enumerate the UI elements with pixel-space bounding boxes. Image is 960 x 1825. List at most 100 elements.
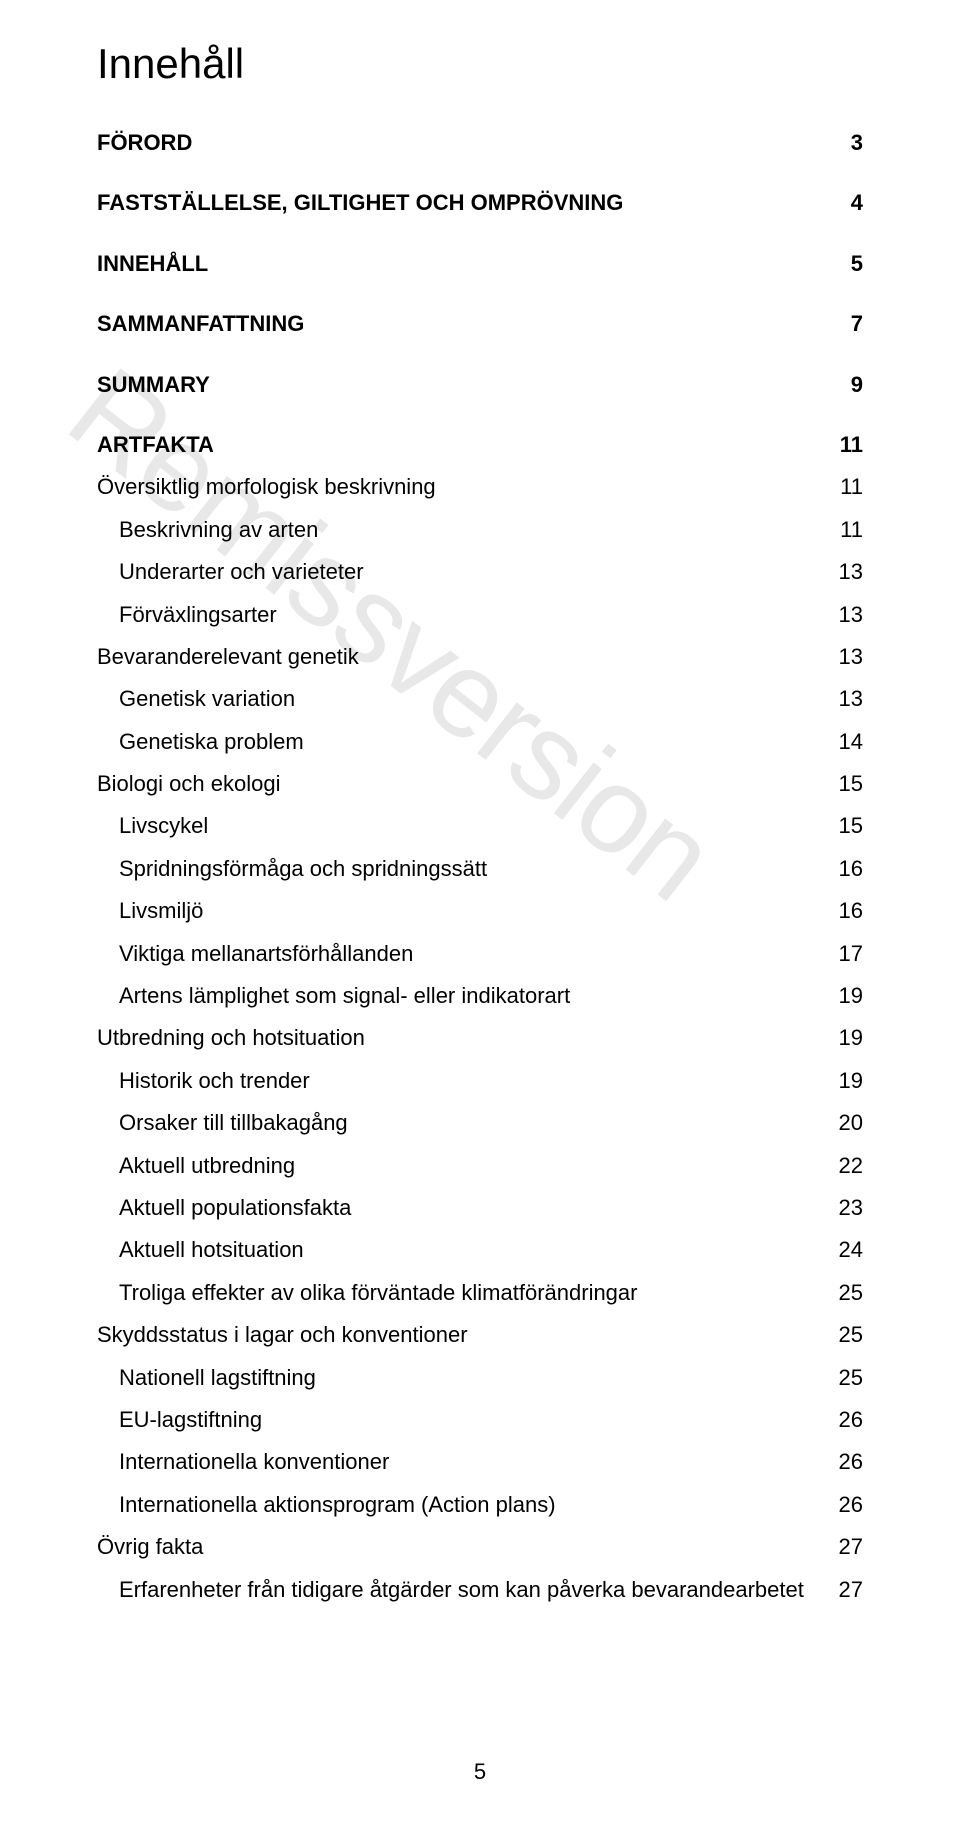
toc-row[interactable]: Troliga effekter av olika förväntade kli… (97, 1280, 863, 1306)
toc-entry-page: 23 (839, 1195, 863, 1221)
toc-row[interactable]: Utbredning och hotsituation 19 (97, 1025, 863, 1051)
toc-row[interactable]: Spridningsförmåga och spridningssätt 16 (97, 856, 863, 882)
content-area: Innehåll FÖRORD3 FASTSTÄLLELSE, GILTIGHET… (97, 40, 863, 1603)
toc-entry-label: Erfarenheter från tidigare åtgärder som … (97, 1577, 804, 1603)
toc-row[interactable]: Beskrivning av arten 11 (97, 517, 863, 543)
toc-entry-page: 13 (839, 602, 863, 628)
toc-entry-page: 13 (839, 559, 863, 585)
toc-entry-page: 27 (839, 1577, 863, 1603)
toc-row[interactable]: Orsaker till tillbakagång 20 (97, 1110, 863, 1136)
toc-entry-page: 26 (839, 1407, 863, 1433)
toc-entry-label: Spridningsförmåga och spridningssätt (97, 856, 487, 882)
toc-entry-label: Viktiga mellanartsförhållanden (97, 941, 413, 967)
toc-entry-page: 5 (851, 251, 863, 277)
toc-entry-label: Artens lämplighet som signal- eller indi… (97, 983, 570, 1009)
toc-entry-label: Aktuell populationsfakta (97, 1195, 351, 1221)
toc-row[interactable]: Biologi och ekologi 15 (97, 771, 863, 797)
toc-entry-label: SUMMARY (97, 372, 210, 398)
toc-entry-page: 14 (839, 729, 863, 755)
toc-entry-page: 26 (839, 1492, 863, 1518)
toc-entry-label: FASTSTÄLLELSE, GILTIGHET OCH OMPRÖVNING (97, 190, 623, 216)
toc-entry-page: 25 (839, 1365, 863, 1391)
table-of-contents: FÖRORD3 FASTSTÄLLELSE, GILTIGHET OCH OMPR… (97, 130, 863, 1603)
toc-row[interactable]: Genetiska problem 14 (97, 729, 863, 755)
toc-entry-page: 16 (839, 898, 863, 924)
toc-entry-label: Biologi och ekologi (97, 771, 280, 797)
toc-row[interactable]: Artens lämplighet som signal- eller indi… (97, 983, 863, 1009)
toc-row[interactable]: Livscykel15 (97, 813, 863, 839)
toc-row[interactable]: INNEHÅLL 5 (97, 251, 863, 277)
toc-row[interactable]: EU-lagstiftning 26 (97, 1407, 863, 1433)
toc-row[interactable]: Internationella konventioner 26 (97, 1449, 863, 1475)
toc-row[interactable]: Översiktlig morfologisk beskrivning11 (97, 474, 863, 500)
toc-entry-page: 15 (839, 813, 863, 839)
toc-row[interactable]: Skyddsstatus i lagar och konventioner 25 (97, 1322, 863, 1348)
toc-entry-page: 27 (839, 1534, 863, 1560)
toc-row[interactable]: FASTSTÄLLELSE, GILTIGHET OCH OMPRÖVNING 4 (97, 190, 863, 216)
toc-row[interactable]: Övrig fakta 27 (97, 1534, 863, 1560)
toc-entry-label: Översiktlig morfologisk beskrivning (97, 474, 436, 500)
toc-entry-label: Internationella konventioner (97, 1449, 389, 1475)
toc-entry-page: 17 (839, 941, 863, 967)
toc-entry-label: Orsaker till tillbakagång (97, 1110, 348, 1136)
toc-row[interactable]: Erfarenheter från tidigare åtgärder som … (97, 1577, 863, 1603)
toc-row[interactable]: Internationella aktionsprogram (Action p… (97, 1492, 863, 1518)
toc-entry-page: 24 (839, 1237, 863, 1263)
toc-entry-label: Genetiska problem (97, 729, 304, 755)
toc-entry-page: 4 (851, 190, 863, 216)
toc-entry-page: 11 (840, 432, 863, 458)
toc-row[interactable]: Aktuell hotsituation 24 (97, 1237, 863, 1263)
toc-entry-page: 15 (839, 771, 863, 797)
toc-entry-label: SAMMANFATTNING (97, 311, 304, 337)
toc-entry-label: Genetisk variation (97, 686, 295, 712)
toc-row[interactable]: FÖRORD3 (97, 130, 863, 156)
toc-entry-page: 9 (851, 372, 863, 398)
toc-entry-label: Bevaranderelevant genetik (97, 644, 359, 670)
toc-entry-label: Troliga effekter av olika förväntade kli… (97, 1280, 637, 1306)
toc-entry-label: EU-lagstiftning (97, 1407, 262, 1433)
toc-row[interactable]: Aktuell utbredning 22 (97, 1153, 863, 1179)
toc-entry-page: 19 (839, 983, 863, 1009)
toc-entry-page: 13 (839, 686, 863, 712)
footer-page-number: 5 (0, 1759, 960, 1785)
toc-row[interactable]: Aktuell populationsfakta 23 (97, 1195, 863, 1221)
toc-row[interactable]: ARTFAKTA 11 (97, 432, 863, 458)
toc-entry-label: Övrig fakta (97, 1534, 203, 1560)
toc-entry-label: Skyddsstatus i lagar och konventioner (97, 1322, 468, 1348)
toc-row[interactable]: Bevaranderelevant genetik 13 (97, 644, 863, 670)
toc-entry-page: 7 (851, 311, 863, 337)
toc-entry-label: Livsmiljö (97, 898, 203, 924)
toc-row[interactable]: Livsmiljö 16 (97, 898, 863, 924)
toc-row[interactable]: Genetisk variation 13 (97, 686, 863, 712)
toc-entry-label: Nationell lagstiftning (97, 1365, 316, 1391)
toc-row[interactable]: Förväxlingsarter 13 (97, 602, 863, 628)
toc-entry-page: 13 (839, 644, 863, 670)
toc-entry-page: 19 (839, 1068, 863, 1094)
toc-entry-page: 19 (839, 1025, 863, 1051)
toc-entry-label: Underarter och varieteter (97, 559, 364, 585)
toc-entry-label: Historik och trender (97, 1068, 310, 1094)
toc-entry-page: 20 (839, 1110, 863, 1136)
toc-entry-label: FÖRORD (97, 130, 192, 156)
toc-entry-page: 25 (839, 1322, 863, 1348)
toc-entry-label: INNEHÅLL (97, 251, 208, 277)
toc-entry-label: Beskrivning av arten (97, 517, 318, 543)
toc-entry-page: 22 (839, 1153, 863, 1179)
toc-row[interactable]: Historik och trender 19 (97, 1068, 863, 1094)
toc-row[interactable]: SUMMARY 9 (97, 372, 863, 398)
toc-row[interactable]: Viktiga mellanartsförhållanden 17 (97, 941, 863, 967)
document-page: Remissversion Innehåll FÖRORD3FASTSTÄLLE… (0, 0, 960, 1825)
page-title: Innehåll (97, 40, 863, 88)
toc-entry-label: Utbredning och hotsituation (97, 1025, 365, 1051)
toc-entry-page: 25 (839, 1280, 863, 1306)
toc-entry-label: Aktuell utbredning (97, 1153, 295, 1179)
toc-entry-page: 26 (839, 1449, 863, 1475)
toc-row[interactable]: SAMMANFATTNING 7 (97, 311, 863, 337)
toc-entry-label: ARTFAKTA (97, 432, 214, 458)
toc-row[interactable]: Underarter och varieteter 13 (97, 559, 863, 585)
toc-entry-label: Förväxlingsarter (97, 602, 277, 628)
toc-entry-page: 11 (840, 517, 863, 543)
toc-entry-label: Aktuell hotsituation (97, 1237, 304, 1263)
toc-row[interactable]: Nationell lagstiftning 25 (97, 1365, 863, 1391)
toc-entry-page: 16 (839, 856, 863, 882)
